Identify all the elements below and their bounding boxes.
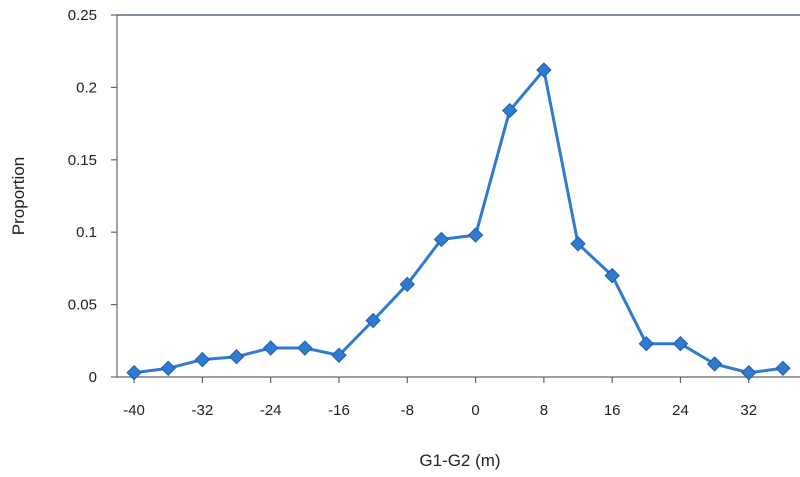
y-tick-label: 0.2 [76,79,97,96]
y-axis-title: Proportion [9,157,28,235]
data-point-diamond [672,335,689,352]
data-point-diamond [706,356,723,372]
data-point-diamond [160,360,176,377]
x-tick-label: -40 [123,402,145,419]
y-tick-label: 0 [89,369,97,386]
data-point-diamond [126,364,142,381]
data-point-diamond [741,364,757,381]
data-point-diamond [467,227,484,243]
x-tick-label: 24 [672,402,689,419]
y-tick-label: 0.25 [68,7,97,24]
y-tick-label: 0.05 [68,297,97,314]
data-point-diamond [399,276,415,293]
x-tick-label: 16 [604,402,621,419]
x-tick-label: 32 [740,402,757,419]
y-tick-label: 0.15 [68,152,97,169]
data-point-diamond [604,267,620,284]
data-point-diamond [570,236,586,252]
data-point-diamond [194,351,211,368]
data-point-diamond [775,360,791,377]
data-point-diamond [365,312,381,329]
data-point-diamond [536,62,552,78]
x-tick-label: -16 [328,402,350,419]
data-point-diamond [638,335,655,352]
y-tick-label: 0.1 [76,224,97,241]
data-point-diamond [433,231,450,248]
series-line [132,68,785,375]
x-tick-label: -32 [192,402,214,419]
x-tick-label: 0 [471,402,479,419]
data-point-diamond [502,102,518,119]
x-tick-label: -8 [401,402,414,419]
data-point-diamond [331,347,347,363]
x-axis-title: G1-G2 (m) [419,451,500,470]
x-tick-label: -24 [260,402,282,419]
data-point-diamond [262,340,279,356]
x-tick-label: 8 [540,402,548,419]
data-point-diamond [297,340,313,356]
data-point-diamond [228,349,245,365]
